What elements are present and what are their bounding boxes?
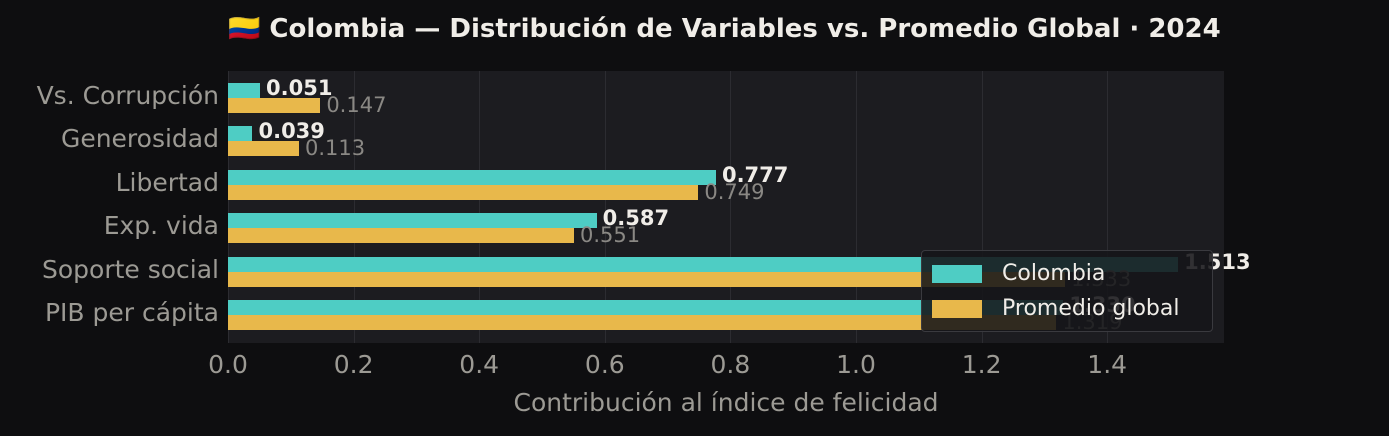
bar-global: [228, 98, 321, 113]
x-tick-label: 0.2: [333, 350, 374, 379]
bar-colombia: [228, 213, 597, 228]
gridline: [856, 71, 857, 343]
legend-item-colombia: Colombia: [932, 261, 1105, 286]
legend: Colombia Promedio global: [921, 250, 1213, 332]
value-label-colombia: 0.587: [602, 206, 670, 230]
y-tick-label: Exp. vida: [103, 211, 219, 240]
value-label-colombia: 0.777: [721, 163, 789, 187]
y-tick-label: Vs. Corrupción: [36, 81, 219, 110]
bar-colombia: [228, 83, 261, 98]
x-tick-label: 1.2: [961, 350, 1002, 379]
legend-swatch-global: [932, 299, 982, 318]
x-tick-label: 1.4: [1087, 350, 1128, 379]
value-label-colombia: 0.039: [258, 119, 325, 143]
x-tick-label: 0.6: [584, 350, 625, 379]
bar-colombia: [228, 126, 253, 141]
gridline: [1107, 71, 1109, 343]
value-label-colombia: 0.051: [266, 76, 333, 100]
gridline: [228, 71, 229, 343]
x-axis-label: Contribución al índice de felicidad: [513, 388, 939, 417]
value-label-global: 0.749: [704, 180, 765, 204]
gridline: [730, 71, 732, 343]
x-tick-label: 1.0: [836, 350, 876, 379]
bar-global: [228, 315, 1057, 330]
x-tick-label: 0.8: [710, 350, 751, 379]
plot-area: [228, 71, 1224, 343]
y-tick-label: Generosidad: [60, 124, 219, 153]
value-label-global: 0.147: [326, 93, 387, 117]
chart-title: 🇨🇴 Colombia — Distribución de Variables …: [228, 14, 1221, 44]
legend-label-global: Promedio global: [1002, 296, 1180, 321]
legend-item-global: Promedio global: [932, 296, 1180, 321]
legend-swatch-colombia: [932, 264, 982, 283]
y-tick-label: Libertad: [115, 168, 219, 197]
x-tick-label: 0.4: [459, 350, 500, 379]
bar-global: [228, 185, 699, 200]
bar-colombia: [228, 300, 1064, 315]
bar-colombia: [228, 170, 716, 185]
y-tick-label: PIB per cápita: [44, 298, 219, 327]
x-tick-label: 0.0: [208, 350, 248, 379]
value-label-global: 0.551: [580, 223, 641, 247]
gridline: [479, 71, 481, 343]
y-tick-label: Soporte social: [41, 255, 219, 284]
value-label-global: 0.113: [304, 136, 366, 160]
bar-global: [228, 141, 299, 156]
bar-global: [228, 272, 1066, 287]
gridline: [981, 71, 983, 343]
bar-global: [228, 228, 575, 243]
legend-label-colombia: Colombia: [1002, 261, 1106, 286]
gridline: [604, 71, 606, 343]
gridline: [353, 71, 355, 343]
